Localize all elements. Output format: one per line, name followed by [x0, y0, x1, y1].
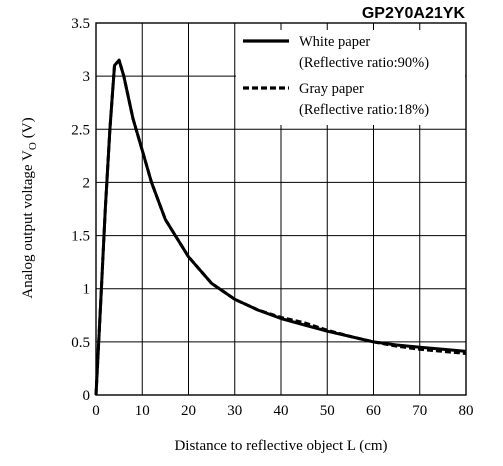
tick-labels: 0 10 20 30 40 50 60 70 80 0 0.5 1 1.5 2 2.5 3 3.5	[71, 16, 473, 419]
y-tick-label: 0.5	[71, 335, 90, 351]
legend-background	[236, 30, 465, 125]
x-tick-label: 80	[459, 403, 474, 419]
x-tick-label: 60	[366, 403, 381, 419]
series-lines	[94, 58, 467, 396]
y-tick-label: 0	[83, 388, 91, 404]
y-tick-label: 3.5	[71, 16, 90, 32]
y-axis-label-main: Analog output voltage V	[20, 150, 36, 299]
x-tick-label: 40	[274, 403, 289, 419]
y-tick-label: 1	[83, 282, 91, 298]
x-tick-label: 0	[92, 403, 100, 419]
chart-title: GP2Y0A21YK	[362, 5, 466, 22]
y-tick-label: 3	[83, 69, 91, 85]
plot-frame	[95, 22, 467, 396]
series-line-white-paper	[94, 58, 467, 396]
x-tick-label: 20	[181, 403, 196, 419]
legend: White paper (Reflective ratio:90%) Gray …	[236, 30, 465, 125]
legend-label-white-paper: White paper	[299, 34, 370, 50]
x-tick-label: 30	[227, 403, 242, 419]
y-tick-label: 2	[83, 175, 91, 191]
y-axis-label-subscript: O	[27, 142, 39, 150]
y-axis-label-unit: (V)	[20, 117, 36, 138]
x-axis-label: Distance to reflective object L (cm)	[174, 438, 387, 454]
y-tick-label: 1.5	[71, 229, 90, 245]
legend-sublabel-white-paper: (Reflective ratio:90%)	[299, 55, 429, 71]
x-tick-label: 50	[320, 403, 335, 419]
legend-label-gray-paper: Gray paper	[299, 81, 364, 97]
x-tick-label: 10	[135, 403, 150, 419]
y-axis-label: Analog output voltage VO (V)	[20, 117, 39, 298]
legend-sublabel-gray-paper: (Reflective ratio:18%)	[299, 102, 429, 118]
x-tick-label: 70	[412, 403, 427, 419]
y-tick-label: 2.5	[71, 122, 90, 138]
